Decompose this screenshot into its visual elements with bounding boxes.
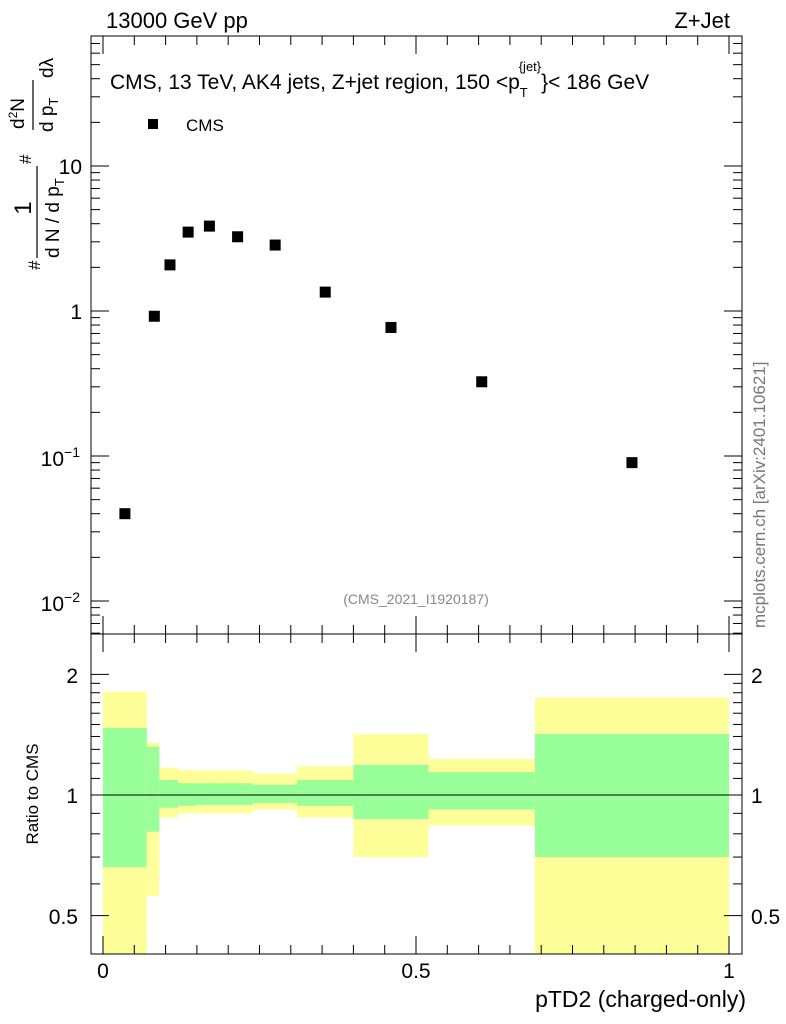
ratio-y-tick-label-left-1: 1	[66, 785, 78, 808]
stat-band-bin-5	[221, 783, 254, 805]
data-point-0	[119, 508, 131, 520]
chart-title-sup: {jet}	[519, 59, 542, 74]
svg-text:1: 1	[10, 201, 37, 214]
stat-band-bin-9	[428, 772, 535, 810]
x-tick-label-0: 0	[97, 960, 109, 983]
x-tick-label-1: 0.5	[401, 960, 430, 983]
data-point-2	[164, 259, 176, 271]
main-axis-ticks	[91, 36, 742, 634]
ratio-bands	[103, 691, 729, 954]
stat-band-bin-4	[196, 783, 222, 805]
main-y-tick-labels: 10 1 10−1 10−2	[41, 156, 82, 616]
ylabel-part-4: #	[16, 154, 35, 164]
ylabel-part-6: T	[46, 98, 61, 106]
svg-text:dλ: dλ	[37, 57, 58, 78]
chart-title-main: CMS, 13 TeV, AK4 jets, Z+jet region, 150…	[110, 71, 520, 94]
ylabel-part-1: 1	[10, 201, 37, 214]
ylabel-part-3: T	[52, 178, 67, 186]
svg-text:#: #	[25, 260, 44, 270]
legend-marker	[148, 119, 158, 129]
ratio-y-tick-label-right-2: 2	[751, 665, 763, 688]
chart-title: CMS, 13 TeV, AK4 jets, Z+jet region, 150…	[110, 59, 649, 100]
legend: CMS	[148, 116, 224, 135]
data-point-6	[269, 239, 281, 251]
data-point-4	[203, 220, 215, 232]
stat-band-bin-10	[534, 733, 729, 858]
stat-band-bin-3	[178, 783, 197, 806]
stat-band-bin-2	[159, 780, 179, 808]
x-axis-title: pTD2 (charged-only)	[535, 986, 746, 1012]
header-left: 13000 GeV pp	[106, 8, 248, 33]
x-axis-tick-labels: 0 0.5 1	[97, 960, 735, 983]
main-y-tick-exp-0.01: −2	[64, 589, 80, 605]
ylabel-part-7: d	[8, 118, 29, 129]
main-y-tick-label-10: 10	[59, 156, 82, 179]
data-point-5	[232, 231, 244, 243]
main-y-tick-label-0.01: 10−2	[41, 589, 81, 616]
stat-band-bin-0	[103, 727, 147, 868]
ratio-y-axis-title: Ratio to CMS	[23, 743, 42, 844]
ratio-y-tick-label-right-0.5: 0.5	[751, 906, 780, 929]
ratio-panel	[90, 633, 743, 955]
analysis-tag: (CMS_2021_I1920187)	[343, 591, 489, 607]
stat-band-bin-8	[353, 764, 429, 820]
legend-label: CMS	[186, 116, 224, 135]
side-label: mcplots.cern.ch [arXiv:2401.10621]	[750, 362, 769, 628]
ratio-y-tick-label-left-2: 2	[66, 665, 78, 688]
data-point-10	[626, 457, 638, 469]
ratio-y-tick-labels: 2 1 0.5 2 1 0.5	[49, 665, 780, 929]
ratio-y-tick-label-left-0.5: 0.5	[49, 906, 78, 929]
svg-text:#: #	[16, 154, 35, 164]
data-point-9	[476, 376, 488, 388]
stat-band-bin-6	[253, 784, 298, 804]
chart-title-sub: T	[520, 85, 528, 100]
main-y-tick-exp-0.1: −1	[64, 444, 80, 460]
main-y-axis-title: # 1 d N / d pT # d pT d2N dλ	[6, 57, 67, 270]
data-point-1	[148, 310, 160, 322]
header-right: Z+Jet	[674, 8, 730, 33]
ylabel-part-8: 2	[6, 111, 20, 118]
svg-text:d2N: d2N	[6, 98, 29, 129]
x-tick-label-2: 1	[723, 960, 735, 983]
ratio-axis-ticks	[91, 634, 742, 954]
ratio-y-tick-label-right-1: 1	[751, 785, 763, 808]
svg-text:d N / d pT: d N / d pT	[43, 178, 67, 258]
ylabel-part-9: N	[8, 98, 29, 112]
ylabel-part-5: d p	[37, 106, 58, 132]
ylabel-part-2: d N / d p	[43, 186, 64, 258]
chart-title-tail: }< 186 GeV	[541, 71, 649, 94]
ylabel-part-10: dλ	[37, 57, 58, 78]
data-point-8	[385, 321, 397, 333]
data-point-3	[182, 226, 194, 238]
stat-band-bin-1	[146, 746, 160, 832]
data-point-7	[319, 286, 331, 298]
main-y-tick-label-0.1: 10−1	[41, 444, 81, 471]
svg-text:d pT: d pT	[37, 98, 61, 132]
main-y-tick-label-1: 1	[70, 301, 82, 324]
main-data-points	[119, 220, 638, 520]
ylabel-part-0: #	[25, 260, 44, 270]
stat-band-bin-7	[297, 780, 354, 806]
